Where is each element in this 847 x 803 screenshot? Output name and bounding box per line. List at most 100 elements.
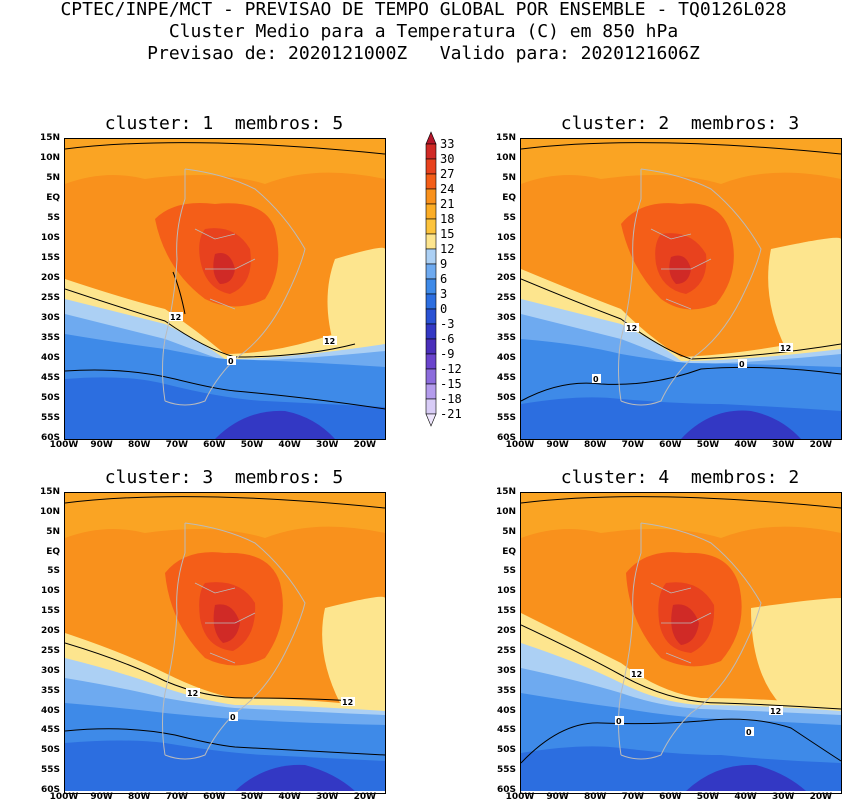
lat-tick-label: 35S (40, 685, 60, 696)
colorbar-level-label: 24 (440, 182, 454, 196)
lat-tick-label: 45S (496, 373, 516, 383)
colorbar-level-label: 21 (440, 197, 454, 211)
lat-tick-label: 10S (40, 233, 60, 243)
lat-tick-label: 55S (40, 413, 60, 423)
lat-tick-label: 5S (503, 213, 516, 223)
lat-tick-label: 10S (496, 233, 516, 243)
lat-tick-label: 15S (496, 606, 516, 617)
lon-tick-label: 50W (240, 440, 264, 450)
lat-tick-label: 25S (496, 293, 516, 303)
colorbar-swatch (425, 398, 437, 415)
lon-tick-label: 30W (771, 792, 795, 802)
lon-tick-label: 30W (771, 440, 795, 450)
colorbar-swatch (425, 293, 437, 310)
panel-1-contour-label-12a: 12 (170, 313, 181, 322)
lon-tick-label: 20W (809, 792, 833, 802)
lon-tick-label: 100W (49, 792, 79, 802)
panel-2-contour-label-0a: 0 (739, 360, 745, 369)
lat-tick-label: 20S (496, 273, 516, 283)
lon-tick-label: 20W (353, 792, 377, 802)
lat-tick-label: 15S (40, 606, 60, 617)
colorbar-swatch (425, 143, 437, 160)
map-panel-4: 12 12 0 0 (520, 492, 842, 794)
panel-2-contour-label-12a: 12 (626, 324, 637, 333)
panel-3-contour-label-12b: 12 (342, 698, 353, 707)
lat-tick-label: EQ (46, 193, 60, 203)
lat-tick-label: 35S (496, 685, 516, 696)
header-line-3: Previsao de: 2020121000Z Valido para: 20… (147, 43, 700, 64)
lat-tick-label: 30S (496, 665, 516, 676)
lon-tick-label: 40W (734, 792, 757, 802)
lat-tick-label: 10N (495, 506, 516, 517)
colorbar-bottom-arrow (425, 413, 437, 427)
lat-tick-label: EQ (502, 193, 516, 203)
colorbar-level-label: 9 (440, 257, 447, 271)
lon-tick-label: 100W (505, 440, 535, 450)
lon-tick-label: 50W (696, 792, 720, 802)
lat-tick-label: 55S (496, 413, 516, 423)
colorbar-level-label: -12 (440, 362, 462, 376)
colorbar-level-label: -6 (440, 332, 454, 346)
lat-tick-label: 40S (496, 705, 516, 716)
lon-tick-label: 30W (315, 792, 339, 802)
lat-tick-label: 10S (496, 586, 516, 597)
lat-tick-label: 5S (503, 566, 516, 577)
colorbar-level-label: 27 (440, 167, 454, 181)
panel-3-contour-label-12a: 12 (187, 689, 198, 698)
lat-tick-label: 60S (496, 433, 516, 443)
lat-tick-label: 10S (40, 586, 60, 597)
colorbar-level-label: -21 (440, 407, 462, 421)
colorbar-level-label: 30 (440, 152, 454, 166)
lat-tick-label: 15N (495, 487, 516, 497)
colorbar-swatch (425, 383, 437, 400)
colorbar-swatch (425, 173, 437, 190)
lon-tick-label: 70W (165, 792, 189, 802)
lat-tick-label: 30S (40, 665, 60, 676)
lon-tick-label: 50W (240, 792, 264, 802)
lon-tick-label: 30W (315, 440, 339, 450)
lat-tick-label: 45S (40, 373, 60, 383)
lat-tick-label: 35S (496, 333, 516, 343)
lon-tick-label: 20W (809, 440, 833, 450)
lon-tick-label: 60W (203, 440, 226, 450)
lon-tick-label: 40W (734, 440, 757, 450)
colorbar-swatch (425, 278, 437, 295)
lon-tick-label: 60W (659, 440, 682, 450)
colorbar-level-label: -3 (440, 317, 454, 331)
lat-tick-label: 5N (46, 526, 60, 537)
lon-tick-label: 70W (621, 792, 645, 802)
lon-tick-label: 80W (127, 792, 151, 802)
lat-tick-label: 30S (40, 313, 60, 323)
lon-tick-label: 100W (49, 440, 79, 450)
colorbar-level-label: 18 (440, 212, 454, 226)
lat-tick-label: 15S (40, 253, 60, 263)
lon-tick-label: 70W (165, 440, 189, 450)
panel-1-contour-label-0: 0 (228, 357, 234, 366)
colorbar-level-label: 6 (440, 272, 447, 286)
lat-tick-label: 45S (40, 725, 60, 736)
lat-tick-label: 15S (496, 253, 516, 263)
colorbar-level-label: 33 (440, 137, 454, 151)
colorbar-swatch (425, 323, 437, 340)
lat-tick-label: 40S (496, 353, 516, 363)
lon-tick-label: 70W (621, 440, 645, 450)
panel-1-title: cluster: 1 membros: 5 (104, 113, 344, 134)
colorbar-swatch (425, 203, 437, 220)
lon-tick-label: 80W (583, 440, 607, 450)
panel-2-contour-label-0b: 0 (593, 375, 599, 384)
lat-tick-label: 25S (40, 293, 60, 303)
lat-tick-label: 5N (46, 173, 60, 183)
colorbar-swatch (425, 188, 437, 205)
lat-tick-label: EQ (46, 546, 60, 557)
colorbar-top-arrow (425, 131, 437, 145)
panel-3-contour-label-0: 0 (230, 713, 236, 722)
colorbar-level-label: 0 (440, 302, 447, 316)
lat-tick-label: 40S (40, 353, 60, 363)
colorbar-swatch (425, 248, 437, 265)
lat-tick-label: 15N (39, 487, 60, 497)
lat-tick-label: 20S (496, 626, 516, 637)
lat-tick-label: EQ (502, 546, 516, 557)
lon-tick-label: 40W (278, 792, 301, 802)
lat-tick-label: 40S (40, 705, 60, 716)
colorbar-swatch (425, 233, 437, 250)
